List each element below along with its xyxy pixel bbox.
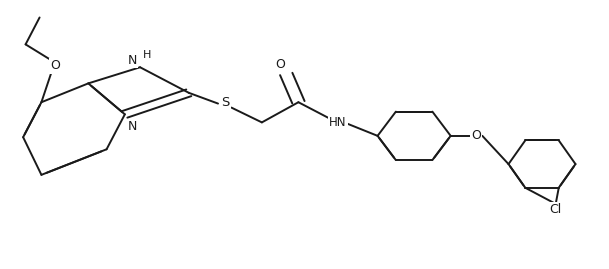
Text: O: O [275, 58, 285, 71]
Text: N: N [127, 120, 137, 133]
Text: N: N [128, 54, 137, 67]
Text: HN: HN [329, 116, 347, 129]
Text: Cl: Cl [549, 203, 562, 216]
Text: S: S [221, 96, 230, 109]
Text: O: O [471, 129, 481, 142]
Text: O: O [50, 59, 60, 72]
Text: H: H [143, 50, 152, 60]
